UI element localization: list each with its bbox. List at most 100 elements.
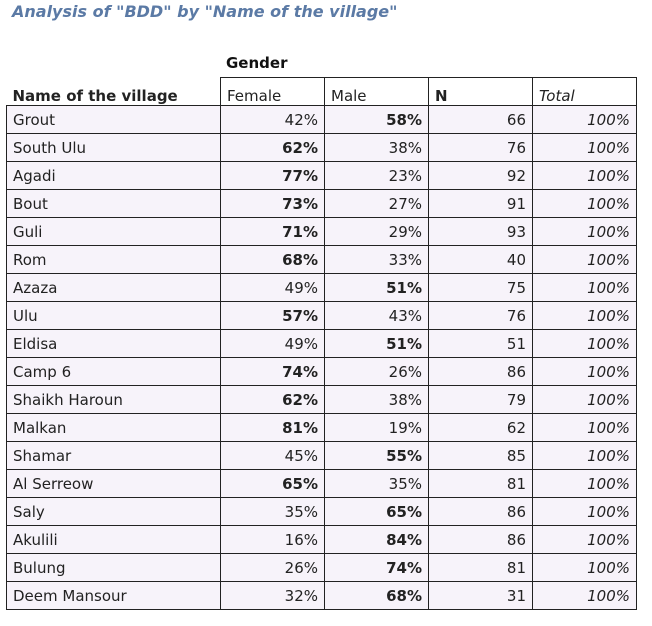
table-row: Shamar 45% 55% 85 100%: [6, 441, 637, 470]
female-percent-cell: 65%: [220, 469, 325, 498]
village-name-cell: Agadi: [6, 161, 221, 190]
header-row: Name of the village Female Male N Total: [7, 77, 637, 106]
female-percent-cell: 68%: [220, 245, 325, 274]
table-row: Grout 42% 58% 66 100%: [6, 105, 637, 134]
male-percent-cell: 51%: [324, 329, 429, 358]
female-percent-cell: 71%: [220, 217, 325, 246]
total-percent-cell: 100%: [532, 441, 637, 470]
male-percent-cell: 55%: [324, 441, 429, 470]
table-row: Al Serreow 65% 35% 81 100%: [6, 469, 637, 498]
total-percent-cell: 100%: [532, 497, 637, 526]
female-percent-cell: 32%: [220, 581, 325, 610]
n-count-cell: 51: [428, 329, 533, 358]
gender-group-label: Gender: [226, 54, 288, 72]
total-percent-cell: 100%: [532, 413, 637, 442]
n-count-cell: 86: [428, 525, 533, 554]
female-percent-cell: 45%: [220, 441, 325, 470]
female-percent-cell: 57%: [220, 301, 325, 330]
village-name-cell: Saly: [6, 497, 221, 526]
female-percent-cell: 49%: [220, 329, 325, 358]
female-percent-cell: 73%: [220, 189, 325, 218]
n-count-cell: 93: [428, 217, 533, 246]
female-percent-cell: 77%: [220, 161, 325, 190]
female-percent-cell: 16%: [220, 525, 325, 554]
male-percent-cell: 27%: [324, 189, 429, 218]
male-percent-cell: 29%: [324, 217, 429, 246]
table-row: Azaza 49% 51% 75 100%: [6, 273, 637, 302]
n-count-cell: 81: [428, 553, 533, 582]
table-row: Rom 68% 33% 40 100%: [6, 245, 637, 274]
crosstab-table: Name of the village Female Male N Total …: [6, 77, 637, 610]
female-percent-cell: 74%: [220, 357, 325, 386]
male-percent-cell: 35%: [324, 469, 429, 498]
village-name-cell: Ulu: [6, 301, 221, 330]
total-percent-cell: 100%: [532, 105, 637, 134]
village-name-cell: Deem Mansour: [6, 581, 221, 610]
n-count-cell: 81: [428, 469, 533, 498]
female-column-header: Female: [220, 77, 325, 106]
total-percent-cell: 100%: [532, 357, 637, 386]
total-percent-cell: 100%: [532, 273, 637, 302]
female-percent-cell: 62%: [220, 385, 325, 414]
female-percent-cell: 42%: [220, 105, 325, 134]
male-percent-cell: 58%: [324, 105, 429, 134]
female-percent-cell: 62%: [220, 133, 325, 162]
village-name-cell: South Ulu: [6, 133, 221, 162]
table-row: Ulu 57% 43% 76 100%: [6, 301, 637, 330]
total-percent-cell: 100%: [532, 581, 637, 610]
table-row: Eldisa 49% 51% 51 100%: [6, 329, 637, 358]
female-percent-cell: 35%: [220, 497, 325, 526]
total-percent-cell: 100%: [532, 329, 637, 358]
male-percent-cell: 65%: [324, 497, 429, 526]
n-count-cell: 62: [428, 413, 533, 442]
total-column-header: Total: [532, 77, 637, 106]
village-name-cell: Malkan: [6, 413, 221, 442]
male-percent-cell: 38%: [324, 385, 429, 414]
male-percent-cell: 68%: [324, 581, 429, 610]
report-title: Analysis of "BDD" by "Name of the villag…: [12, 2, 398, 21]
village-name-cell: Shamar: [6, 441, 221, 470]
total-percent-cell: 100%: [532, 245, 637, 274]
n-count-cell: 40: [428, 245, 533, 274]
n-count-cell: 92: [428, 161, 533, 190]
table-row: Deem Mansour 32% 68% 31 100%: [6, 581, 637, 610]
male-column-header: Male: [324, 77, 429, 106]
n-count-cell: 76: [428, 301, 533, 330]
table-row: Akulili 16% 84% 86 100%: [6, 525, 637, 554]
n-column-header: N: [428, 77, 533, 106]
total-percent-cell: 100%: [532, 217, 637, 246]
table-row: Guli 71% 29% 93 100%: [6, 217, 637, 246]
male-percent-cell: 43%: [324, 301, 429, 330]
n-count-cell: 31: [428, 581, 533, 610]
village-name-cell: Bout: [6, 189, 221, 218]
female-percent-cell: 49%: [220, 273, 325, 302]
male-percent-cell: 33%: [324, 245, 429, 274]
total-percent-cell: 100%: [532, 469, 637, 498]
n-count-cell: 76: [428, 133, 533, 162]
table-row: Bulung 26% 74% 81 100%: [6, 553, 637, 582]
total-percent-cell: 100%: [532, 553, 637, 582]
n-count-cell: 91: [428, 189, 533, 218]
village-name-cell: Camp 6: [6, 357, 221, 386]
total-percent-cell: 100%: [532, 301, 637, 330]
n-count-cell: 85: [428, 441, 533, 470]
male-percent-cell: 19%: [324, 413, 429, 442]
male-percent-cell: 23%: [324, 161, 429, 190]
total-percent-cell: 100%: [532, 189, 637, 218]
village-name-cell: Akulili: [6, 525, 221, 554]
female-percent-cell: 26%: [220, 553, 325, 582]
village-name-cell: Guli: [6, 217, 221, 246]
table-row: Bout 73% 27% 91 100%: [6, 189, 637, 218]
village-name-cell: Eldisa: [6, 329, 221, 358]
village-name-cell: Bulung: [6, 553, 221, 582]
village-name-cell: Rom: [6, 245, 221, 274]
total-percent-cell: 100%: [532, 385, 637, 414]
village-name-cell: Shaikh Haroun: [6, 385, 221, 414]
male-percent-cell: 26%: [324, 357, 429, 386]
village-name-cell: Al Serreow: [6, 469, 221, 498]
n-count-cell: 79: [428, 385, 533, 414]
n-count-cell: 86: [428, 357, 533, 386]
female-percent-cell: 81%: [220, 413, 325, 442]
n-count-cell: 86: [428, 497, 533, 526]
n-count-cell: 75: [428, 273, 533, 302]
